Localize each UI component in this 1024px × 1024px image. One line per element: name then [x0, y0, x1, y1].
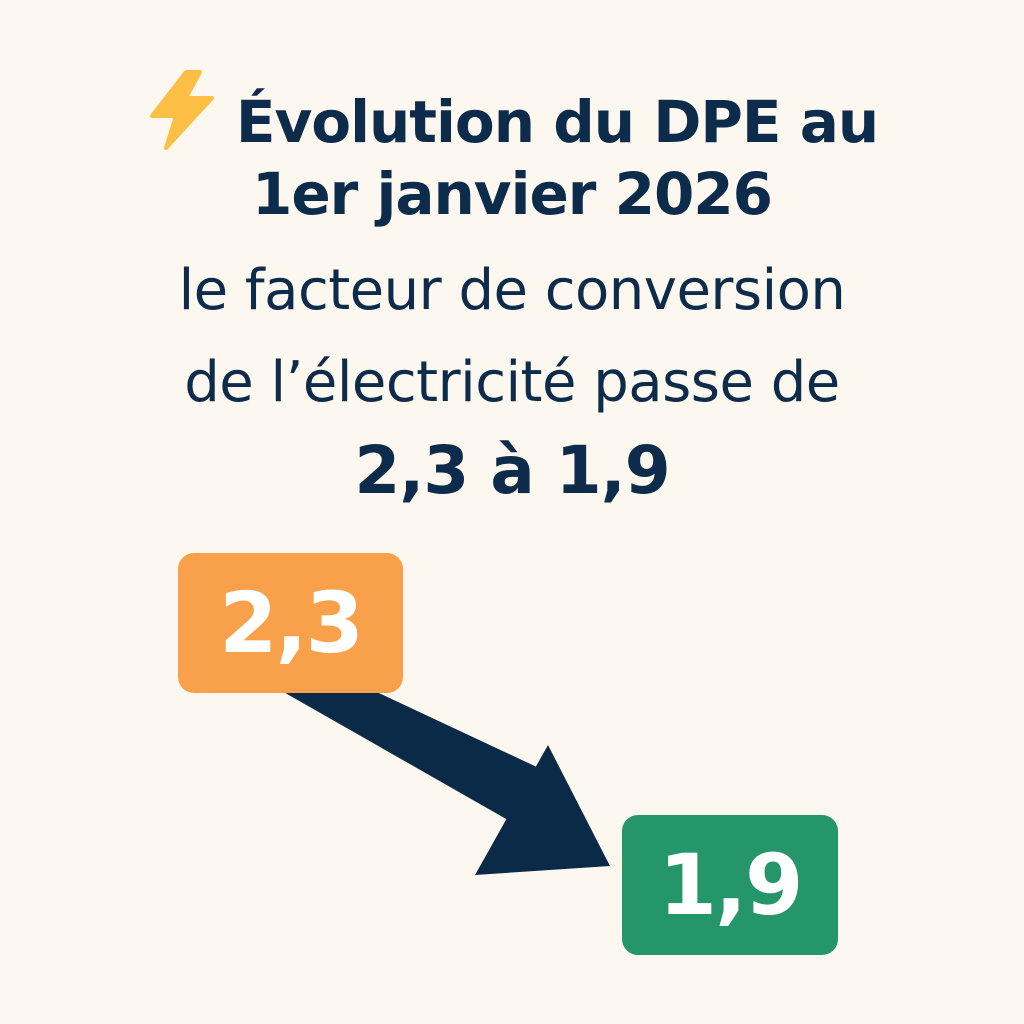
new-value: 1,9: [658, 836, 804, 934]
lightning-bolt-icon: [149, 70, 214, 150]
subtitle-line-2: de l’électricité passe de: [184, 350, 840, 415]
subtitle-highlight: 2,3 à 1,9: [354, 432, 670, 509]
title-text-1: Évolution du DPE au: [235, 88, 879, 156]
subtitle-line-1: le facteur de conversion: [178, 258, 846, 323]
old-value-box: 2,3: [178, 553, 403, 693]
title-line-1: Évolution du DPE au: [0, 70, 1024, 156]
old-value: 2,3: [219, 574, 364, 672]
new-value-box: 1,9: [622, 815, 838, 955]
title-line-2: 1er janvier 2026: [251, 160, 773, 228]
